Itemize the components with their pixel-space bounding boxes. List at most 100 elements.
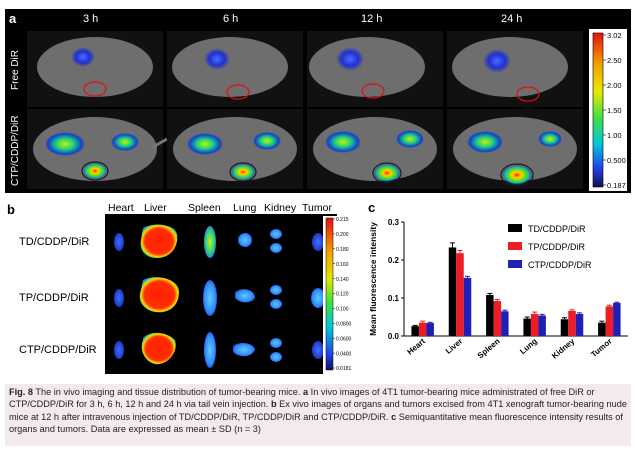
caption-c: c: [391, 411, 397, 422]
x-tick-label: Heart: [405, 336, 427, 356]
mouse-ctp-12h: [307, 109, 443, 189]
organ-header-kidney: Kidney: [264, 202, 297, 214]
bar-kidney-1: [560, 319, 569, 336]
y-axis-label: Mean fluorescence intensity: [368, 222, 378, 336]
colorbar-b: [325, 217, 334, 371]
legend-label: TD/CDDP/DiR: [528, 224, 586, 234]
group-label-td: TD/CDDP/DiR: [19, 236, 90, 248]
colorbar-a-tick-label: 0.187: [607, 181, 626, 190]
bar-lung-1: [523, 318, 531, 336]
caption-text-3: Ex vivo images of organs and tumors exci…: [9, 399, 627, 422]
organs-row-tp: [114, 277, 325, 316]
colorbar-b-tick-label: 0.180: [336, 247, 349, 253]
bar-spleen-1: [486, 294, 494, 336]
colorbar-b-tick-label: 0.200: [336, 232, 349, 238]
panel-a-label: a: [9, 11, 17, 26]
x-tick-label: Spleen: [476, 337, 502, 361]
bar-liver-3: [463, 277, 472, 336]
bar-tumor-2: [605, 306, 614, 336]
organ-header-tumor: Tumor: [302, 202, 332, 214]
colorbar-a-tick-label: 1.00: [607, 131, 622, 140]
bar-lung-3: [538, 315, 546, 336]
mouse-free-12h: [307, 31, 443, 107]
colorbar-b-tick-label: 0.0181: [336, 366, 352, 372]
caption-text-4: Semiquantitative mean fluorescence inten…: [9, 411, 623, 435]
bar-liver-1: [448, 247, 457, 336]
bar-heart-3: [426, 323, 434, 336]
panel-a-in-vivo-imaging: 3.02 2.50 2.00 1.50 1.00 0.500 0.187 a 3 h 6 h…: [5, 9, 631, 193]
panel-b-label: b: [7, 202, 15, 217]
x-tick-label: Tumor: [589, 337, 613, 360]
colorbar-a-tick-label: 1.50: [607, 106, 622, 115]
panel-c-bar-chart: c 0.0 0.1 0.2 0.3 Mean fluorescence intensit…: [362, 200, 634, 378]
legend-label: TP/CDDP/DiR: [528, 242, 586, 252]
y-tick-label: 0.0: [388, 332, 400, 341]
colorbar-b-tick-label: 0.215: [336, 217, 349, 223]
colorbar-b-tick-label: 0.120: [336, 292, 349, 298]
colorbar-a: [592, 32, 604, 188]
bar-spleen-2: [493, 301, 502, 336]
mouse-free-24h: [447, 31, 583, 107]
colorbar-a-tick-label: 2.00: [607, 81, 622, 90]
colorbar-b-tick-label: 0.160: [336, 262, 349, 268]
group-label-ctp: CTP/CDDP/DiR: [19, 344, 97, 356]
legend-swatch: [508, 242, 522, 250]
panel-b-ex-vivo-imaging: b: [5, 200, 360, 378]
organs-row-td: [114, 224, 324, 258]
legend-label: CTP/CDDP/DiR: [528, 260, 592, 270]
bar-lung-2: [530, 313, 539, 336]
mouse-free-3h: [27, 31, 163, 107]
time-label-24h: 24 h: [501, 13, 523, 25]
colorbar-b-tick-label: 0.0800: [336, 322, 352, 328]
figure-caption: Fig. 8 The in vivo imaging and tissue di…: [5, 384, 631, 446]
y-tick-label: 0.2: [388, 256, 400, 265]
colorbar-b-tick-label: 0.140: [336, 277, 349, 283]
time-label-3h: 3 h: [83, 13, 99, 25]
bar-tumor-3: [613, 302, 621, 336]
panel-b-images: 0.215 0.200 0.180 0.160 0.140 0.120 0.100 0.080…: [105, 214, 357, 374]
group-label-tp: TP/CDDP/DiR: [19, 292, 89, 304]
x-tick-label: Lung: [518, 337, 539, 357]
mouse-free-6h: [167, 31, 303, 107]
bar-tumor-1: [598, 322, 606, 336]
mouse-ctp-24h: [447, 109, 583, 189]
mouse-ctp-3h: [27, 109, 168, 189]
y-tick-label: 0.1: [388, 294, 400, 303]
bar-heart-1: [411, 326, 419, 336]
y-tick-label: 0.3: [388, 218, 400, 227]
panel-c-label: c: [368, 200, 376, 215]
bar-heart-2: [418, 322, 427, 336]
colorbar-a-tick-label: 0.500: [607, 156, 626, 165]
mouse-ctp-6h: [167, 109, 303, 189]
legend-swatch: [508, 224, 522, 232]
caption-fig-number: Fig. 8: [9, 387, 33, 397]
bar-kidney-2: [568, 310, 576, 336]
organ-header-spleen: Spleen: [188, 202, 221, 214]
colorbar-b-tick-label: 0.0400: [336, 351, 352, 357]
colorbar-a-ticks: 3.02 2.50 2.00 1.50 1.00 0.500 0.187: [603, 31, 626, 190]
organs-row-ctp: [114, 332, 324, 368]
caption-b: b: [270, 399, 277, 410]
colorbar-b-tick-label: 0.100: [336, 307, 349, 313]
bar-chart: 0.0 0.1 0.2 0.3 Mean fluorescence intensity H…: [368, 218, 628, 361]
caption-a: a: [302, 387, 309, 397]
colorbar-b-tick-label: 0.0600: [336, 336, 352, 342]
row-label-ctp-cddp-dir: CTP/CDDP/DiR: [10, 115, 21, 187]
x-tick-label: Liver: [444, 337, 464, 356]
bar-kidney-3: [575, 313, 584, 336]
legend-swatch: [508, 260, 522, 268]
bar-liver-2: [456, 253, 464, 336]
colorbar-a-tick-label: 2.50: [607, 56, 622, 65]
bar-spleen-3: [501, 311, 509, 336]
panel-a-images: 3.02 2.50 2.00 1.50 1.00 0.500 0.187: [27, 29, 627, 191]
x-tick-label: Kidney: [550, 336, 577, 360]
colorbar-b-ticks: 0.215 0.200 0.180 0.160 0.140 0.120 0.100 0.080…: [333, 217, 352, 372]
organ-header-lung: Lung: [233, 202, 257, 214]
caption-text-1: The in vivo imaging and tissue distribut…: [33, 387, 303, 397]
row-label-free-dir: Free DiR: [10, 50, 21, 91]
colorbar-a-tick-label: 3.02: [607, 31, 622, 40]
organ-header-liver: Liver: [144, 202, 167, 214]
organ-header-heart: Heart: [108, 202, 134, 214]
time-label-6h: 6 h: [223, 13, 239, 25]
caption-text-2: In vivo images of 4T1 tumor-bearing mice…: [9, 387, 595, 410]
